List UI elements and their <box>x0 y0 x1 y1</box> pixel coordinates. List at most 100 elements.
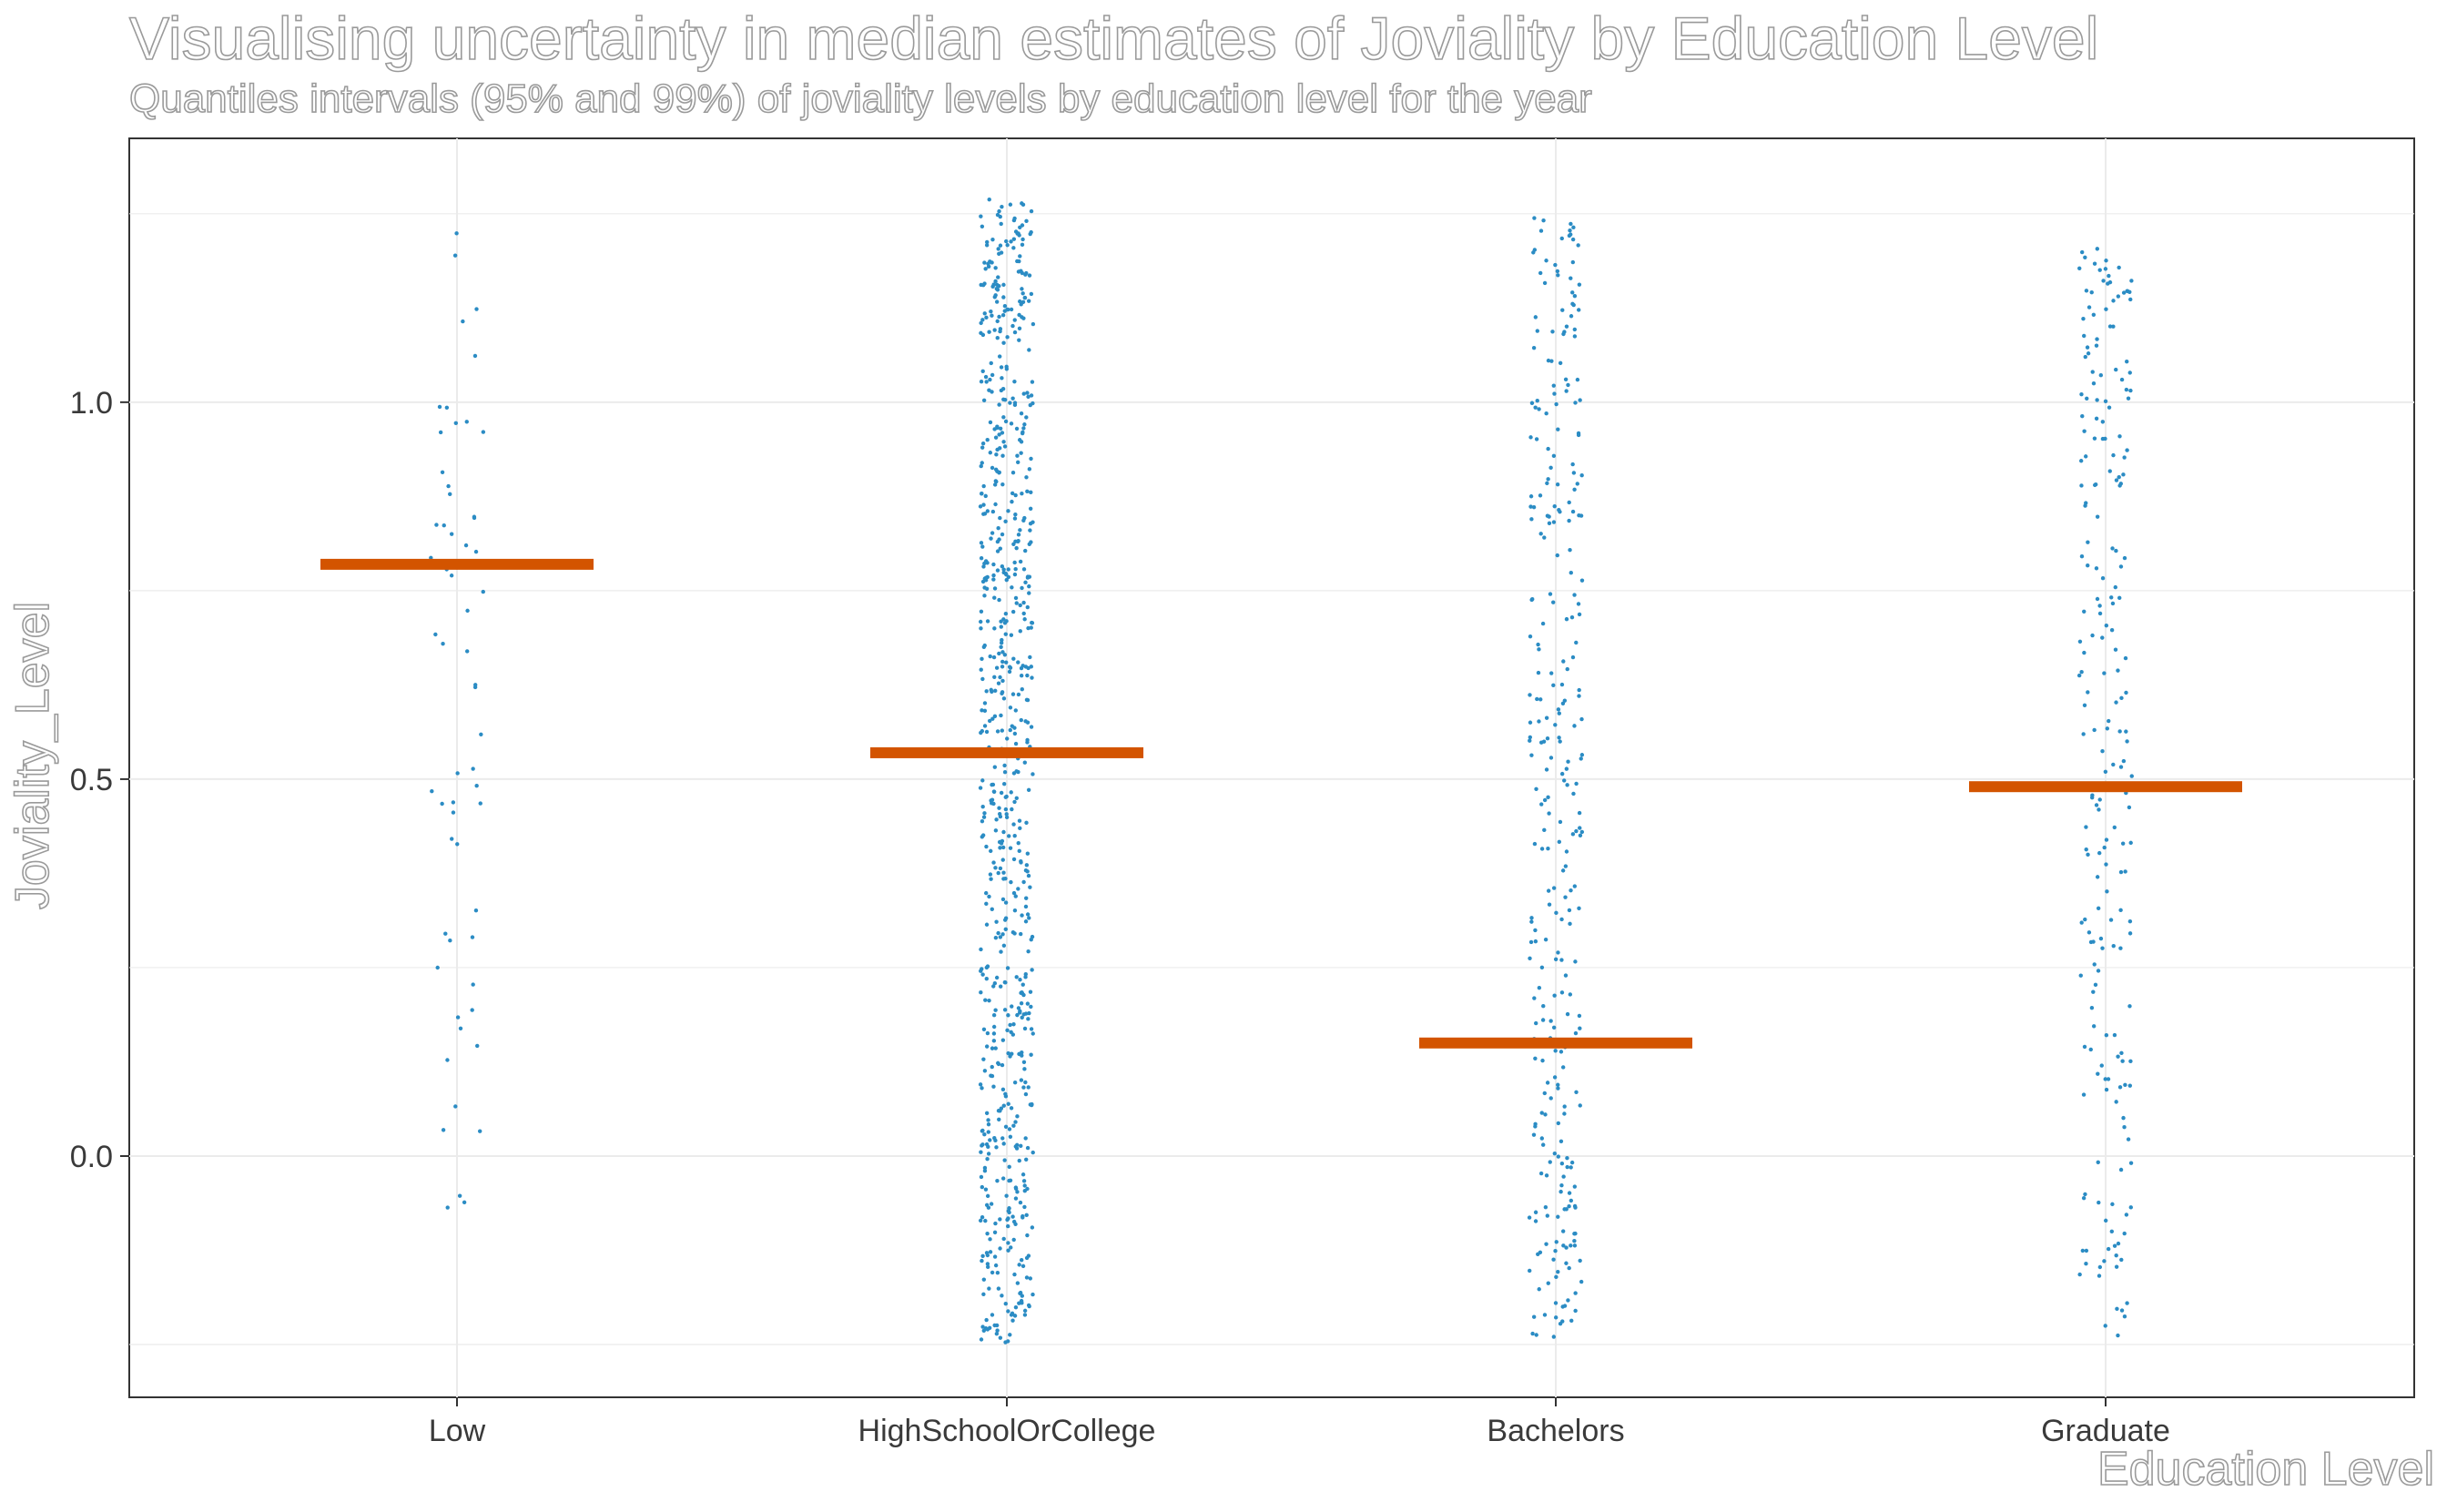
data-point <box>989 1202 994 1206</box>
data-point <box>1545 736 1550 741</box>
data-point <box>1579 756 1583 761</box>
data-point <box>1020 291 1025 296</box>
data-point <box>1548 1160 1552 1164</box>
data-point <box>1000 932 1005 937</box>
data-point <box>994 919 999 924</box>
data-point <box>1012 560 1017 565</box>
data-point <box>1558 819 1563 825</box>
data-point <box>2114 1264 2119 1269</box>
data-point <box>1011 890 1017 896</box>
data-point <box>1538 532 1543 536</box>
data-point <box>1006 1339 1010 1344</box>
data-point <box>1003 419 1009 424</box>
data-point <box>991 573 996 578</box>
data-point <box>979 380 984 384</box>
data-point <box>980 544 985 549</box>
data-point <box>993 1138 998 1143</box>
data-point <box>1006 307 1010 312</box>
data-point <box>978 1218 983 1223</box>
data-point <box>1028 506 1033 511</box>
data-point <box>1010 1032 1016 1037</box>
data-point <box>1015 1012 1020 1018</box>
data-point <box>1019 665 1024 671</box>
data-point <box>2097 797 2102 802</box>
data-point <box>441 641 445 646</box>
data-point <box>1579 513 1584 518</box>
data-point <box>2086 540 2090 544</box>
data-point <box>1567 500 1571 505</box>
data-point <box>987 1325 992 1330</box>
data-point <box>1556 1086 1560 1091</box>
data-point <box>997 208 1001 214</box>
data-point <box>2082 429 2087 433</box>
data-point <box>2115 1306 2119 1312</box>
data-point <box>979 609 984 614</box>
data-point <box>1550 330 1555 334</box>
data-point <box>2100 635 2105 640</box>
data-point <box>2081 732 2086 736</box>
data-point <box>1564 766 1569 771</box>
data-point <box>1551 600 1556 604</box>
data-point <box>1559 682 1565 687</box>
data-point <box>1544 411 1548 416</box>
data-point <box>981 1057 986 1061</box>
data-point <box>994 817 999 822</box>
data-point <box>1001 440 1006 444</box>
data-point <box>1026 1017 1031 1021</box>
data-point <box>983 493 988 499</box>
data-point <box>2118 482 2123 486</box>
data-point <box>2103 436 2107 441</box>
data-point <box>1542 1313 1548 1317</box>
data-point <box>1559 990 1565 995</box>
data-point <box>1025 604 1031 610</box>
data-point <box>1541 1004 1546 1009</box>
data-point <box>1006 1013 1010 1018</box>
data-point <box>1025 574 1031 579</box>
data-point <box>2103 267 2108 271</box>
data-point <box>1556 1269 1560 1274</box>
data-point <box>1024 820 1029 826</box>
data-point <box>1549 359 1554 363</box>
data-point <box>992 328 997 332</box>
data-point <box>1020 492 1024 496</box>
data-point <box>2100 946 2105 950</box>
data-point <box>2091 312 2097 318</box>
data-point <box>995 539 1000 544</box>
data-point <box>1569 614 1575 620</box>
data-point <box>1029 1027 1034 1031</box>
data-point <box>1018 629 1022 634</box>
data-point <box>2097 807 2101 812</box>
data-point <box>995 319 1000 324</box>
data-point <box>988 420 993 425</box>
data-point <box>1000 1038 1006 1042</box>
data-point <box>1546 888 1551 893</box>
data-point <box>2077 266 2082 270</box>
data-point <box>1009 239 1013 244</box>
data-point <box>1537 1287 1541 1292</box>
data-point <box>1557 736 1561 740</box>
data-point <box>984 689 989 694</box>
data-point <box>1029 540 1033 544</box>
data-point <box>983 267 988 271</box>
data-point <box>1535 329 1539 333</box>
data-point <box>2117 595 2122 601</box>
data-point <box>1012 330 1018 335</box>
data-point <box>1022 617 1027 622</box>
data-point <box>473 908 479 913</box>
data-point <box>997 806 1001 810</box>
data-point <box>1551 1025 1557 1030</box>
data-point <box>1027 583 1031 589</box>
data-point <box>2090 370 2095 374</box>
data-point <box>1533 1219 1538 1223</box>
data-point <box>1007 1164 1011 1170</box>
data-point <box>1012 731 1018 736</box>
data-point <box>1025 851 1031 856</box>
data-point <box>1559 1139 1564 1143</box>
data-point <box>1015 1190 1020 1194</box>
data-point <box>991 801 996 807</box>
data-point <box>2090 793 2095 797</box>
data-point <box>1017 1301 1021 1305</box>
data-point <box>1578 1103 1582 1108</box>
data-point <box>1558 739 1562 744</box>
